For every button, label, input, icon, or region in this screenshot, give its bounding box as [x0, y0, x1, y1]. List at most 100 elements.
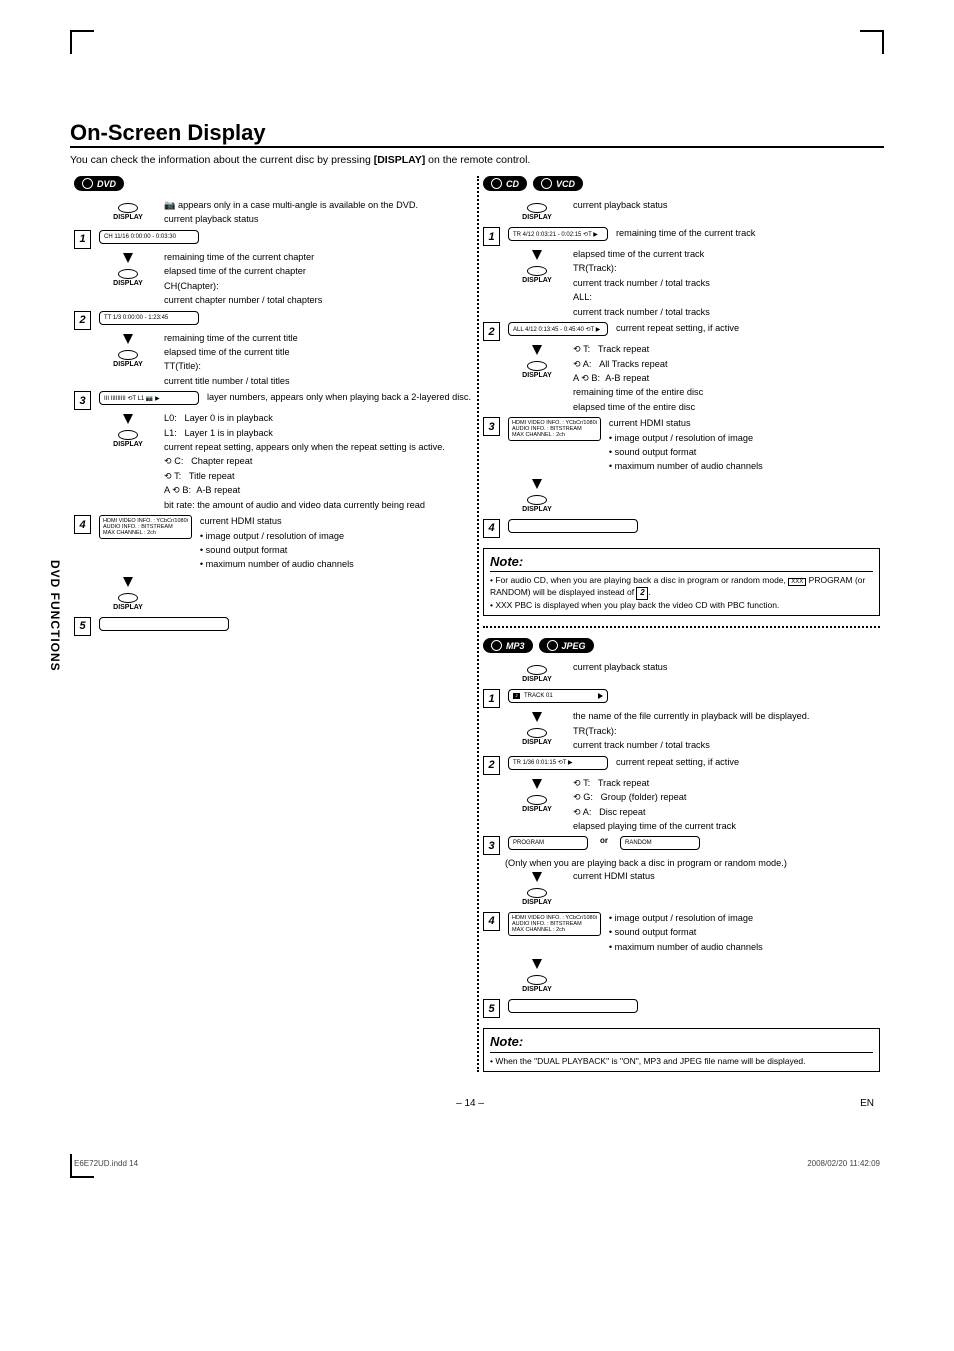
right-column: CD VCD DISPLAY current playback status 1…: [477, 176, 884, 1072]
divider: [483, 626, 880, 628]
osd-display: TR 1/36 0:01:15 ⟲T ▶: [508, 756, 608, 770]
osd-display: PROGRAM: [508, 836, 588, 850]
label: ⟲ A: Disc repeat: [573, 806, 880, 818]
step-number: 5: [483, 999, 500, 1018]
date-meta: 2008/02/20 11:42:09: [807, 1159, 880, 1168]
label: (Only when you are playing back a disc i…: [505, 857, 880, 869]
arrow-down-icon: [123, 577, 133, 587]
label: ⟲ A: All Tracks repeat: [573, 358, 880, 370]
label: current title number / total titles: [164, 375, 473, 387]
label: • image output / resolution of image: [609, 432, 880, 444]
step-number: 3: [483, 836, 500, 855]
osd-display-empty: [508, 999, 638, 1013]
dvd-column: DVD DISPLAY 📷 appears only in a case mul…: [70, 176, 477, 1072]
or-label: or: [600, 836, 608, 845]
display-button: DISPLAY: [522, 361, 552, 379]
label: L1: Layer 1 is in playback: [164, 427, 473, 439]
label: current chapter number / total chapters: [164, 294, 473, 306]
arrow-down-icon: [532, 345, 542, 355]
arrow-down-icon: [532, 250, 542, 260]
step-number: 2: [483, 756, 500, 775]
label: • maximum number of audio channels: [609, 460, 880, 472]
crop-mark: [70, 30, 94, 54]
label: TR(Track):: [573, 262, 880, 274]
display-button: DISPLAY: [522, 203, 552, 221]
label: remaining time of the current track: [616, 227, 880, 239]
label: CH(Chapter):: [164, 280, 473, 292]
label: remaining time of the current chapter: [164, 251, 473, 263]
arrow-down-icon: [123, 334, 133, 344]
display-button: DISPLAY: [522, 795, 552, 813]
osd-display: III IIIIIIIII ⟲T L1 📷 ▶: [99, 391, 199, 405]
label: ⟲ C: Chapter repeat: [164, 455, 473, 467]
note-item: • For audio CD, when you are playing bac…: [490, 575, 873, 599]
note-item: • XXX PBC is displayed when you play bac…: [490, 600, 873, 611]
display-button: DISPLAY: [113, 269, 143, 287]
note-title: Note:: [490, 1033, 873, 1053]
arrow-down-icon: [532, 959, 542, 969]
language-label: EN: [860, 1098, 874, 1109]
osd-display: RANDOM: [620, 836, 700, 850]
label: • sound output format: [609, 926, 880, 938]
display-button: DISPLAY: [113, 350, 143, 368]
label: current playback status: [573, 661, 880, 673]
label: elapsed playing time of the current trac…: [573, 820, 880, 832]
step-number: 3: [483, 417, 500, 436]
step-number: 4: [483, 912, 500, 931]
label: A ⟲ B: A-B repeat: [164, 484, 473, 496]
step-number: 5: [74, 617, 91, 636]
vcd-badge: VCD: [533, 176, 583, 191]
arrow-down-icon: [123, 414, 133, 424]
dvd-badge: DVD: [74, 176, 124, 191]
label: current repeat setting, if active: [616, 322, 880, 334]
label: current track number / total tracks: [573, 739, 880, 751]
label: elapsed time of the current chapter: [164, 265, 473, 277]
hdmi-info-box: HDMI VIDEO INFO. : YCbCr/1080iAUDIO INFO…: [508, 417, 601, 441]
label: remaining time of the entire disc: [573, 386, 880, 398]
crop-mark: [70, 1154, 94, 1178]
label: current track number / total tracks: [573, 277, 880, 289]
mp3-badge: MP3: [483, 638, 533, 653]
step-number: 1: [483, 227, 500, 246]
display-button: DISPLAY: [522, 665, 552, 683]
display-button: DISPLAY: [522, 975, 552, 993]
osd-display: TT 1/3 0:00:00 - 1:23:45: [99, 311, 199, 325]
label: current playback status: [573, 199, 880, 211]
label: TT(Title):: [164, 360, 473, 372]
label: A ⟲ B: A-B repeat: [573, 372, 880, 384]
label: current HDMI status: [200, 515, 473, 527]
label: • sound output format: [609, 446, 880, 458]
note-box: Note: • For audio CD, when you are playi…: [483, 548, 880, 616]
page-number: – 14 –: [80, 1098, 860, 1109]
label: 📷 appears only in a case multi-angle is …: [164, 199, 473, 211]
label: elapsed time of the entire disc: [573, 401, 880, 413]
osd-display: ALL 4/12 0:13:45 - 0:45:40 ⟲T ▶: [508, 322, 608, 336]
label: the name of the file currently in playba…: [573, 710, 880, 722]
crop-mark: [860, 30, 884, 54]
step-number: 1: [483, 689, 500, 708]
label: • image output / resolution of image: [200, 530, 473, 542]
label: elapsed time of the current title: [164, 346, 473, 358]
label: • sound output format: [200, 544, 473, 556]
page-title: On-Screen Display: [70, 120, 884, 148]
label: current HDMI status: [573, 870, 880, 882]
osd-display: ♪TRACK 01: [508, 689, 608, 703]
osd-display-empty: [99, 617, 229, 631]
label: L0: Layer 0 is in playback: [164, 412, 473, 424]
label: current track number / total tracks: [573, 306, 880, 318]
arrow-down-icon: [123, 253, 133, 263]
label: ⟲ T: Title repeat: [164, 470, 473, 482]
cd-badge: CD: [483, 176, 527, 191]
osd-display: TR 4/12 0:03:21 - 0:02:15 ⟲T ▶: [508, 227, 608, 241]
arrow-down-icon: [532, 479, 542, 489]
step-number: 4: [74, 515, 91, 534]
arrow-down-icon: [532, 779, 542, 789]
display-button: DISPLAY: [522, 888, 552, 906]
label: ⟲ T: Track repeat: [573, 777, 880, 789]
hdmi-info-box: HDMI VIDEO INFO. : YCbCr/1080iAUDIO INFO…: [99, 515, 192, 539]
display-button: DISPLAY: [522, 728, 552, 746]
display-button: DISPLAY: [113, 203, 143, 221]
step-number: 2: [483, 322, 500, 341]
side-tab: DVD FUNCTIONS: [48, 560, 62, 672]
osd-display: CH 11/16 0:00:00 - 0:03:30: [99, 230, 199, 244]
